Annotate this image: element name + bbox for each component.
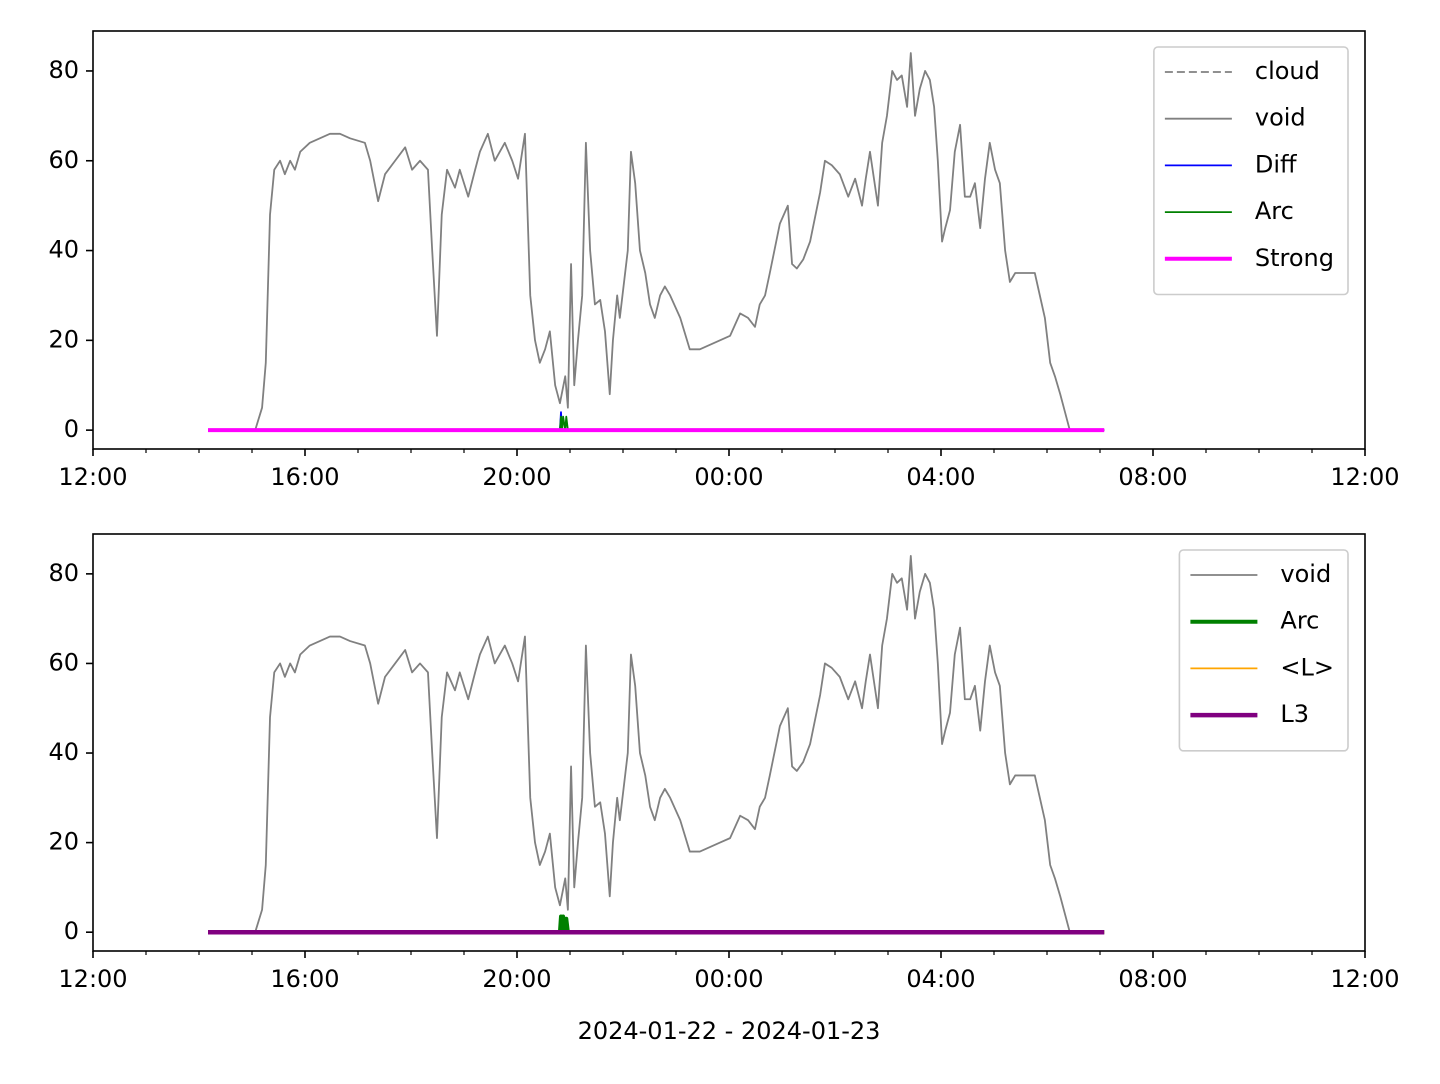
legend-label: cloud <box>1255 57 1320 85</box>
y-tick-label: 60 <box>48 146 79 174</box>
legend-label: void <box>1255 104 1306 132</box>
x-tick-label: 00:00 <box>694 965 763 993</box>
x-axis-label: 2024-01-22 - 2024-01-23 <box>578 1017 881 1045</box>
legend-label: <L> <box>1280 653 1334 681</box>
y-tick-label: 60 <box>48 648 79 676</box>
x-tick-label: 04:00 <box>906 965 975 993</box>
y-tick-label: 80 <box>48 56 79 84</box>
legend-label: void <box>1280 560 1331 588</box>
y-tick-label: 20 <box>48 325 79 353</box>
legend-box <box>1178 549 1349 752</box>
y-tick-label: 0 <box>64 415 79 443</box>
legend-box <box>1153 46 1349 296</box>
legend-label: L3 <box>1280 700 1309 728</box>
y-tick-label: 80 <box>48 559 79 587</box>
y-tick-label: 20 <box>48 828 79 856</box>
x-tick-label: 08:00 <box>1118 965 1187 993</box>
x-tick-label: 12:00 <box>58 463 127 491</box>
y-tick-label: 0 <box>64 917 79 945</box>
legend-label: Strong <box>1255 244 1334 272</box>
x-tick-label: 12:00 <box>58 965 127 993</box>
legend-label: Diff <box>1255 150 1297 178</box>
series-line <box>254 52 1071 431</box>
y-tick-label: 40 <box>48 738 79 766</box>
series-line <box>208 415 1105 432</box>
x-tick-label: 00:00 <box>694 463 763 491</box>
legend: cloud void Diff Arc Strong <box>1153 46 1349 296</box>
series-line <box>254 555 1071 933</box>
x-tick-label: 16:00 <box>270 965 339 993</box>
x-tick-label: 20:00 <box>482 965 551 993</box>
x-tick-label: 16:00 <box>270 463 339 491</box>
y-tick-label: 40 <box>48 236 79 264</box>
legend-label: Arc <box>1280 607 1319 635</box>
legend: void Arc <L> L3 <box>1178 549 1349 752</box>
legend-label: Arc <box>1255 197 1294 225</box>
x-tick-label: 08:00 <box>1118 463 1187 491</box>
x-tick-label: 20:00 <box>482 463 551 491</box>
x-tick-label: 12:00 <box>1330 965 1399 993</box>
x-tick-label: 12:00 <box>1330 463 1399 491</box>
x-tick-label: 04:00 <box>906 463 975 491</box>
series-line <box>208 914 1105 935</box>
